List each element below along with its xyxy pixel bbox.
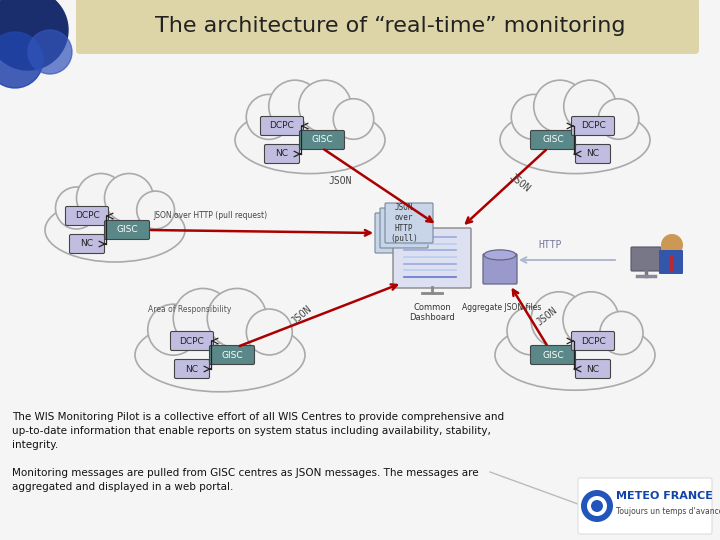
Text: DCPC: DCPC [179, 336, 204, 346]
Circle shape [333, 99, 374, 139]
Text: Common
Dashboard: Common Dashboard [409, 303, 455, 322]
Text: JSON: JSON [508, 171, 532, 194]
Circle shape [507, 307, 555, 355]
Circle shape [104, 173, 153, 222]
FancyBboxPatch shape [385, 203, 433, 243]
Circle shape [246, 94, 292, 139]
FancyBboxPatch shape [261, 117, 304, 136]
FancyBboxPatch shape [66, 206, 109, 226]
Circle shape [28, 30, 72, 74]
Circle shape [600, 312, 643, 355]
FancyBboxPatch shape [380, 208, 428, 248]
Circle shape [55, 187, 97, 229]
Text: JSON over HTTP (pull request): JSON over HTTP (pull request) [153, 212, 267, 220]
Text: DCPC: DCPC [269, 122, 294, 131]
FancyBboxPatch shape [575, 360, 611, 379]
Circle shape [0, 32, 43, 88]
Circle shape [598, 99, 639, 139]
FancyBboxPatch shape [631, 247, 661, 271]
Ellipse shape [495, 320, 655, 390]
Text: NC: NC [587, 364, 600, 374]
Circle shape [269, 80, 321, 133]
Circle shape [581, 490, 613, 522]
Circle shape [587, 496, 607, 516]
FancyBboxPatch shape [659, 250, 683, 274]
Circle shape [207, 288, 266, 348]
Circle shape [564, 80, 616, 133]
Text: The architecture of “real-time” monitoring: The architecture of “real-time” monitori… [155, 16, 625, 36]
Circle shape [534, 80, 586, 133]
Text: JSON: JSON [328, 177, 352, 186]
Circle shape [174, 288, 233, 348]
Circle shape [148, 304, 199, 355]
Text: JSON: JSON [289, 303, 314, 326]
Text: Toujours un temps d'avance: Toujours un temps d'avance [616, 508, 720, 516]
FancyBboxPatch shape [76, 0, 699, 54]
Circle shape [563, 292, 619, 348]
Ellipse shape [45, 198, 185, 262]
Circle shape [531, 292, 587, 348]
Circle shape [246, 309, 292, 355]
Circle shape [511, 94, 557, 139]
Circle shape [299, 80, 351, 133]
Text: NC: NC [587, 150, 600, 159]
Text: GISC: GISC [311, 136, 333, 145]
FancyBboxPatch shape [300, 131, 344, 150]
FancyBboxPatch shape [578, 478, 712, 534]
FancyBboxPatch shape [483, 254, 517, 284]
Text: DCPC: DCPC [580, 336, 606, 346]
Circle shape [591, 500, 603, 512]
Text: NC: NC [186, 364, 199, 374]
Ellipse shape [135, 318, 305, 392]
Text: GISC: GISC [542, 350, 564, 360]
Text: METEO FRANCE: METEO FRANCE [616, 491, 713, 501]
Ellipse shape [235, 106, 385, 173]
Text: DCPC: DCPC [580, 122, 606, 131]
Text: Monitoring messages are pulled from GISC centres as JSON messages. The messages : Monitoring messages are pulled from GISC… [12, 468, 479, 492]
FancyBboxPatch shape [393, 228, 471, 288]
Circle shape [137, 191, 174, 229]
FancyBboxPatch shape [70, 234, 104, 253]
FancyBboxPatch shape [572, 332, 614, 350]
Text: DCPC: DCPC [75, 212, 99, 220]
Text: GISC: GISC [542, 136, 564, 145]
Circle shape [0, 0, 68, 70]
Text: HTTP: HTTP [539, 240, 562, 250]
FancyBboxPatch shape [531, 346, 575, 365]
FancyBboxPatch shape [104, 220, 150, 240]
FancyBboxPatch shape [171, 332, 214, 350]
Text: JSON: JSON [535, 305, 559, 327]
Text: NC: NC [81, 240, 94, 248]
Ellipse shape [500, 106, 650, 173]
Circle shape [661, 234, 683, 256]
Text: JSON
over
HTTP
(pull): JSON over HTTP (pull) [390, 203, 418, 243]
Text: NC: NC [276, 150, 289, 159]
FancyBboxPatch shape [174, 360, 210, 379]
Text: GISC: GISC [116, 226, 138, 234]
Circle shape [76, 173, 125, 222]
FancyBboxPatch shape [572, 117, 614, 136]
FancyBboxPatch shape [210, 346, 254, 365]
FancyBboxPatch shape [264, 145, 300, 164]
FancyBboxPatch shape [375, 213, 423, 253]
FancyBboxPatch shape [531, 131, 575, 150]
Text: Area of Responsibility: Area of Responsibility [148, 305, 231, 314]
Text: The WIS Monitoring Pilot is a collective effort of all WIS Centres to provide co: The WIS Monitoring Pilot is a collective… [12, 412, 504, 450]
Text: GISC: GISC [221, 350, 243, 360]
Text: Aggregate JSON files: Aggregate JSON files [462, 303, 541, 312]
FancyBboxPatch shape [575, 145, 611, 164]
Ellipse shape [484, 250, 516, 260]
